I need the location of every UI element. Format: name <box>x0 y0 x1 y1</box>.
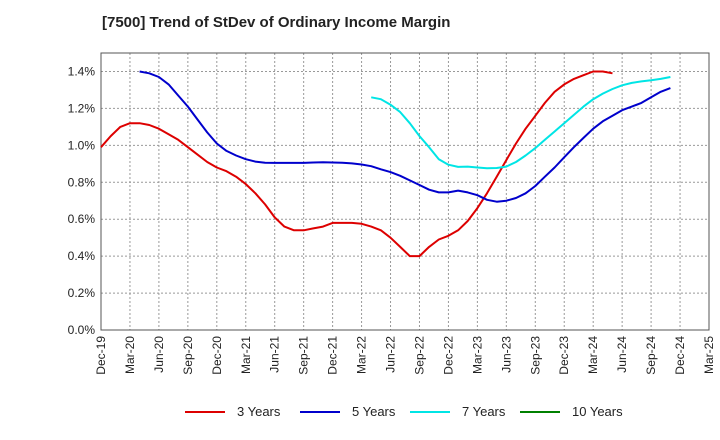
y-tick-label: 0.8% <box>68 175 96 189</box>
legend-label: 3 Years <box>237 404 281 419</box>
x-tick-label: Dec-20 <box>210 336 224 375</box>
x-tick-label: Sep-20 <box>181 336 195 375</box>
legend-swatch <box>185 410 225 413</box>
x-tick-label: Dec-19 <box>94 336 108 375</box>
legend-swatch <box>410 410 450 413</box>
legend-swatch <box>300 410 340 413</box>
x-tick-label: Sep-23 <box>528 336 542 375</box>
plot-frame <box>100 52 710 331</box>
legend-label: 7 Years <box>462 404 506 419</box>
y-tick-label: 1.2% <box>68 101 96 115</box>
chart-title: [7500] Trend of StDev of Ordinary Income… <box>102 14 451 31</box>
x-tick-label: Jun-24 <box>615 336 629 373</box>
chart-legend: 3 Years 5 Years 7 Years 10 Years <box>0 404 720 428</box>
series-line-7-years <box>371 76 671 170</box>
x-tick-label: Dec-23 <box>557 336 571 375</box>
x-tick-label: Dec-21 <box>326 336 340 375</box>
y-tick-label: 0.2% <box>68 286 96 300</box>
legend-item: 5 Years <box>300 404 395 419</box>
x-tick-label: Sep-24 <box>644 336 658 375</box>
y-tick-label: 0.0% <box>68 323 96 337</box>
x-tick-label: Jun-21 <box>268 336 282 373</box>
y-tick-label: 0.4% <box>68 249 96 263</box>
x-tick-label: Dec-24 <box>673 336 687 375</box>
legend-swatch <box>520 410 560 413</box>
legend-item: 3 Years <box>185 404 280 419</box>
x-tick-label: Jun-20 <box>152 336 166 373</box>
y-tick-label: 0.6% <box>68 212 96 226</box>
x-tick-label: Dec-22 <box>441 336 455 375</box>
legend-item: 7 Years <box>410 404 505 419</box>
y-tick-label: 1.4% <box>68 64 96 78</box>
y-tick-label: 1.0% <box>68 138 96 152</box>
legend-item: 10 Years <box>520 404 623 419</box>
x-tick-label: Sep-21 <box>297 336 311 375</box>
series-line-5-years <box>139 70 671 203</box>
x-tick-label: Mar-20 <box>123 336 137 374</box>
x-tick-label: Jun-23 <box>499 336 513 373</box>
legend-label: 5 Years <box>352 404 396 419</box>
x-tick-label: Mar-24 <box>586 336 600 374</box>
x-tick-label: Mar-23 <box>470 336 484 374</box>
x-tick-label: Sep-22 <box>412 336 426 375</box>
x-tick-label: Mar-22 <box>355 336 369 374</box>
series-line-3-years <box>100 70 613 258</box>
x-tick-label: Mar-21 <box>239 336 253 374</box>
x-tick-label: Mar-25 <box>702 336 716 374</box>
x-tick-label: Jun-22 <box>384 336 398 373</box>
legend-label: 10 Years <box>572 404 623 419</box>
